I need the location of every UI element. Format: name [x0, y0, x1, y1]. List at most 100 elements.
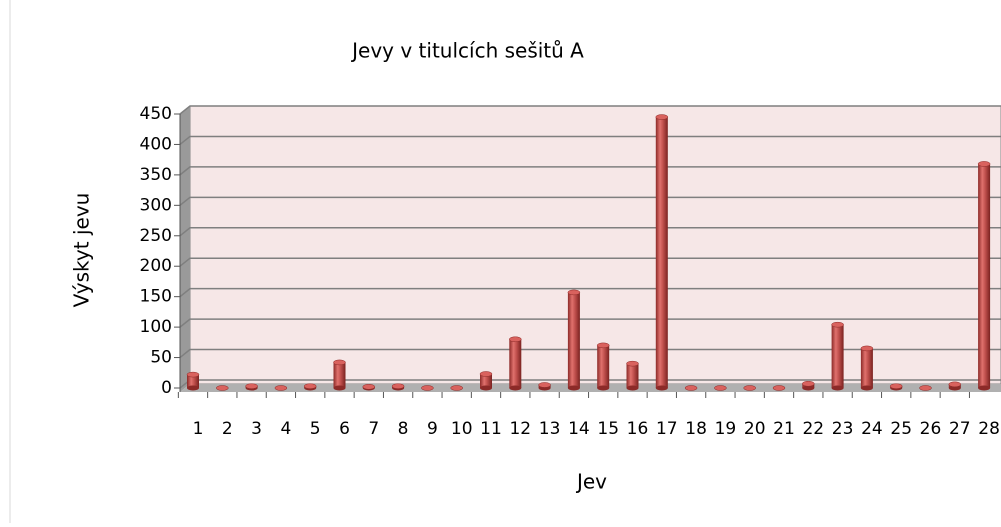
- bar-cap: [450, 385, 463, 391]
- grid-line: [179, 166, 1001, 176]
- bar-base: [860, 385, 873, 391]
- x-tick-label: 22: [802, 419, 824, 439]
- x-tick-label: 25: [890, 419, 912, 439]
- bar: [538, 382, 551, 391]
- x-tick-label: 8: [398, 419, 409, 439]
- bar-cap: [538, 382, 551, 388]
- bar-cap: [655, 114, 669, 120]
- grid-line: [179, 257, 1001, 267]
- x-tick-label: 20: [744, 419, 766, 439]
- bar-base: [978, 385, 991, 391]
- bar-body: [978, 163, 991, 388]
- x-tick-label: 27: [949, 419, 971, 439]
- bar-cap: [802, 380, 815, 387]
- x-tick-label: 26: [920, 419, 942, 439]
- y-tick-label: 400: [140, 134, 172, 154]
- bar-body: [831, 324, 844, 388]
- bar-cap: [333, 359, 346, 366]
- bar: [626, 360, 639, 391]
- x-tick-label: 5: [310, 419, 321, 439]
- chart-title: Jevy v titulcích sešitů A: [350, 39, 584, 63]
- bar: [333, 359, 346, 391]
- grid-line: [179, 227, 1001, 237]
- y-tick-label: 250: [140, 226, 172, 246]
- bar-body: [597, 345, 610, 388]
- x-tick-label: 6: [339, 419, 350, 439]
- grid-line: [179, 287, 1001, 298]
- bar-body: [655, 117, 668, 389]
- bar: [714, 385, 727, 391]
- bar-body: [860, 348, 873, 388]
- y-tick-label: 450: [140, 104, 172, 124]
- bar: [772, 385, 786, 391]
- bar: [743, 385, 756, 391]
- bar-body: [187, 374, 199, 388]
- bar: [977, 161, 991, 391]
- bar-cap: [714, 385, 727, 391]
- bar: [889, 383, 903, 391]
- bar-cap: [889, 383, 903, 389]
- bar-cap: [772, 385, 786, 391]
- bar-base: [480, 385, 492, 391]
- x-tick-label: 23: [832, 419, 854, 439]
- bar: [509, 336, 522, 391]
- grid-line: [179, 348, 1001, 359]
- x-tick-label: 11: [480, 419, 502, 439]
- y-tick-label: 350: [140, 165, 172, 185]
- x-tick-label: 18: [685, 419, 707, 439]
- bar: [567, 289, 581, 391]
- bar-base: [802, 385, 815, 391]
- bar-base: [655, 385, 668, 391]
- bar: [303, 383, 317, 391]
- bar-body: [626, 363, 639, 388]
- x-tick-label: 17: [656, 419, 678, 439]
- y-tick-label: 200: [140, 256, 172, 276]
- bar-cap: [421, 385, 434, 391]
- bar-base: [509, 385, 522, 391]
- bar: [948, 381, 962, 391]
- bar-cap: [509, 336, 522, 343]
- x-tick-label: 3: [251, 419, 262, 439]
- grid-line: [179, 318, 1001, 328]
- x-tick-label: 28: [978, 419, 1000, 439]
- bar: [450, 385, 463, 391]
- bar-cap: [977, 161, 991, 167]
- x-tick-label: 7: [368, 419, 379, 439]
- bar: [479, 371, 493, 391]
- bar: [655, 114, 669, 391]
- bar: [860, 345, 874, 391]
- grid-line: [179, 196, 1001, 206]
- bar-cap: [216, 385, 229, 391]
- bar-cap: [684, 385, 698, 391]
- bar-base: [187, 385, 199, 391]
- bar-cap: [948, 381, 962, 388]
- y-tick-label: 100: [140, 317, 172, 337]
- y-tick-label: 50: [150, 348, 172, 368]
- plot-back-wall: [189, 105, 1001, 385]
- bar-cap: [831, 321, 844, 328]
- bar-body: [480, 373, 492, 388]
- y-tick-label: 300: [140, 195, 172, 215]
- x-tick-label: 9: [427, 419, 438, 439]
- x-tick-label: 2: [222, 419, 233, 439]
- bar-base: [567, 385, 580, 391]
- bar: [362, 384, 376, 391]
- x-tick-label: 12: [509, 419, 531, 439]
- x-tick-label: 21: [773, 419, 795, 439]
- bar-base: [831, 385, 844, 391]
- bar: [391, 383, 405, 391]
- bar: [919, 385, 932, 391]
- side-wall: [180, 106, 190, 392]
- bar-cap: [479, 371, 493, 377]
- bar-body: [333, 362, 346, 388]
- x-tick-label: 16: [627, 419, 649, 439]
- bar-base: [333, 385, 346, 391]
- bar-cap: [391, 383, 405, 389]
- bar-cap: [245, 383, 258, 389]
- bar-cap: [274, 385, 288, 391]
- bar: [684, 385, 698, 391]
- bar: [421, 385, 434, 391]
- bar: [831, 321, 844, 391]
- bar-cap: [743, 385, 756, 391]
- bar: [245, 383, 258, 391]
